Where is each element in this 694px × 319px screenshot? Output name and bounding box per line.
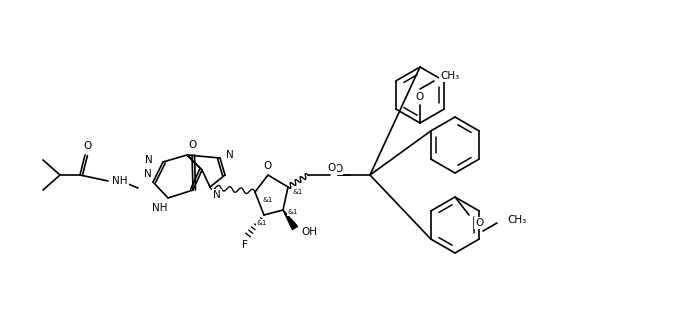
- Text: O: O: [416, 92, 424, 102]
- Text: CH₃: CH₃: [440, 71, 459, 81]
- Text: O: O: [84, 141, 92, 151]
- Text: N: N: [226, 150, 234, 160]
- Text: O: O: [334, 164, 342, 174]
- Text: N: N: [213, 190, 221, 200]
- Text: NH: NH: [112, 176, 128, 186]
- Text: O: O: [328, 163, 336, 173]
- Text: F: F: [242, 240, 248, 250]
- Text: CH₃: CH₃: [507, 215, 526, 225]
- Text: N: N: [147, 154, 155, 164]
- Text: NH: NH: [152, 203, 168, 213]
- Text: N: N: [145, 155, 153, 165]
- Text: O: O: [189, 140, 197, 150]
- Text: OH: OH: [301, 227, 317, 237]
- Text: &1: &1: [293, 189, 303, 195]
- Text: N: N: [144, 169, 152, 179]
- Polygon shape: [283, 210, 298, 230]
- Text: &1: &1: [257, 220, 267, 226]
- Text: &1: &1: [263, 197, 273, 203]
- Text: O: O: [264, 161, 272, 171]
- Text: &1: &1: [288, 209, 298, 215]
- Text: O: O: [475, 218, 483, 228]
